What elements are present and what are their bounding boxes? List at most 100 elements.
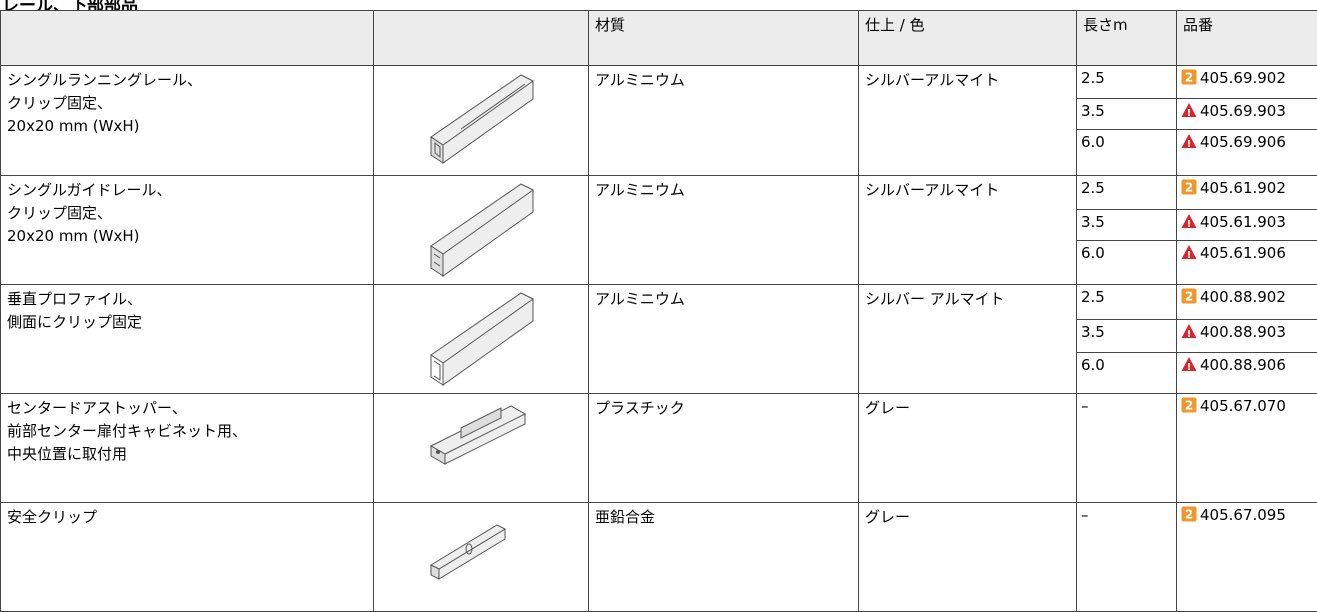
length-cell: 2.5 <box>1077 176 1177 210</box>
description-line: シングルガイドレール、 <box>7 179 367 202</box>
length-cell: 2.5 <box>1077 285 1177 320</box>
status-badge: 2 <box>1181 179 1197 195</box>
part-number-cell: 2 405.67.070 <box>1177 394 1317 503</box>
part-number: 400.88.902 <box>1200 288 1286 306</box>
column-header: 品番 <box>1177 11 1317 66</box>
part-number-cell: ! 405.69.903 <box>1177 99 1317 130</box>
part-number: 405.61.902 <box>1200 179 1286 197</box>
part-number: 400.88.903 <box>1200 323 1286 341</box>
description-cell: センタードアストッパー、前部センター扉付キャビネット用、中央位置に取付用 <box>1 394 374 503</box>
material-cell: アルミニウム <box>589 66 859 176</box>
description-line: 側面にクリップ固定 <box>7 311 367 334</box>
badge-text: ! <box>1187 329 1192 339</box>
part-number-cell: ! 400.88.903 <box>1177 319 1317 352</box>
status-badge: 2 <box>1181 506 1197 522</box>
badge-text: ! <box>1187 250 1192 260</box>
badge-text: ! <box>1187 108 1192 118</box>
table-row: シングルランニングレール、クリップ固定、20x20 mm (WxH)アルミニウム… <box>1 66 1317 99</box>
image-cell <box>374 285 589 394</box>
product-image <box>421 503 541 607</box>
description-line: クリップ固定、 <box>7 92 367 115</box>
part-number-cell: 2 400.88.902 <box>1177 285 1317 320</box>
part-number-cell: 2 405.69.902 <box>1177 66 1317 99</box>
column-header <box>1 11 374 66</box>
product-image <box>421 176 541 280</box>
finish-cell: グレー <box>859 394 1077 503</box>
status-badge: 2 <box>1181 397 1197 413</box>
description-line: 安全クリップ <box>7 506 367 529</box>
status-badge: ! <box>1181 102 1197 118</box>
badge-text: ! <box>1187 362 1192 372</box>
material-cell: 亜鉛合金 <box>589 503 859 612</box>
description-cell: シングルガイドレール、クリップ固定、20x20 mm (WxH) <box>1 176 374 285</box>
finish-cell: グレー <box>859 503 1077 612</box>
table-row: センタードアストッパー、前部センター扉付キャビネット用、中央位置に取付用 プラスチ… <box>1 394 1317 503</box>
description-line: 中央位置に取付用 <box>7 443 367 466</box>
badge-text: 2 <box>1185 399 1193 413</box>
finish-cell: シルバー アルマイト <box>859 285 1077 394</box>
finish-cell: シルバーアルマイト <box>859 176 1077 285</box>
part-number-cell: ! 400.88.906 <box>1177 352 1317 393</box>
status-badge: 2 <box>1181 69 1197 85</box>
image-cell <box>374 394 589 503</box>
length-cell: 6.0 <box>1077 352 1177 393</box>
part-number-cell: ! 405.69.906 <box>1177 130 1317 176</box>
table-row: シングルガイドレール、クリップ固定、20x20 mm (WxH)アルミニウムシル… <box>1 176 1317 210</box>
length-cell: 3.5 <box>1077 209 1177 241</box>
column-header: 長さm <box>1077 11 1177 66</box>
badge-text: 2 <box>1185 508 1193 522</box>
length-cell: 3.5 <box>1077 319 1177 352</box>
status-badge: ! <box>1181 356 1197 372</box>
length-cell: 3.5 <box>1077 99 1177 130</box>
column-header <box>374 11 589 66</box>
part-number: 405.67.070 <box>1200 397 1286 415</box>
table-row: 安全クリップ 亜鉛合金グレー–2 405.67.095 <box>1 503 1317 612</box>
finish-cell: シルバーアルマイト <box>859 66 1077 176</box>
part-number: 405.69.906 <box>1200 133 1286 151</box>
status-badge: ! <box>1181 323 1197 339</box>
description-line: 20x20 mm (WxH) <box>7 115 367 138</box>
product-image <box>421 285 541 389</box>
badge-text: ! <box>1187 219 1192 229</box>
description-line: 垂直プロファイル、 <box>7 288 367 311</box>
length-cell: 2.5 <box>1077 66 1177 99</box>
description-cell: シングルランニングレール、クリップ固定、20x20 mm (WxH) <box>1 66 374 176</box>
image-cell <box>374 176 589 285</box>
description-line: 前部センター扉付キャビネット用、 <box>7 420 367 443</box>
length-cell: 6.0 <box>1077 130 1177 176</box>
part-number-cell: 2 405.67.095 <box>1177 503 1317 612</box>
description-line: 20x20 mm (WxH) <box>7 225 367 248</box>
status-badge: 2 <box>1181 288 1197 304</box>
description-line: クリップ固定、 <box>7 202 367 225</box>
product-image <box>421 394 541 498</box>
product-image <box>421 67 541 171</box>
part-number: 405.69.902 <box>1200 69 1286 87</box>
badge-text: 2 <box>1185 181 1193 195</box>
length-cell: – <box>1077 394 1177 503</box>
description-line: シングルランニングレール、 <box>7 69 367 92</box>
status-badge: ! <box>1181 244 1197 260</box>
badge-text: 2 <box>1185 290 1193 304</box>
length-cell: 6.0 <box>1077 241 1177 285</box>
part-number: 405.61.906 <box>1200 244 1286 262</box>
material-cell: アルミニウム <box>589 176 859 285</box>
column-header: 材質 <box>589 11 859 66</box>
description-line: センタードアストッパー、 <box>7 397 367 420</box>
badge-text: 2 <box>1185 71 1193 85</box>
part-number-cell: !405.61.903 <box>1177 209 1317 241</box>
part-number: 405.67.095 <box>1200 506 1286 524</box>
part-number-cell: 2 405.61.902 <box>1177 176 1317 210</box>
badge-text: ! <box>1187 139 1192 149</box>
column-header: 仕上 / 色 <box>859 11 1077 66</box>
material-cell: プラスチック <box>589 394 859 503</box>
length-cell: – <box>1077 503 1177 612</box>
status-badge: ! <box>1181 213 1197 229</box>
part-number: 400.88.906 <box>1200 356 1286 374</box>
material-cell: アルミニウム <box>589 285 859 394</box>
part-number-cell: ! 405.61.906 <box>1177 241 1317 285</box>
part-number: 405.69.903 <box>1200 102 1286 120</box>
